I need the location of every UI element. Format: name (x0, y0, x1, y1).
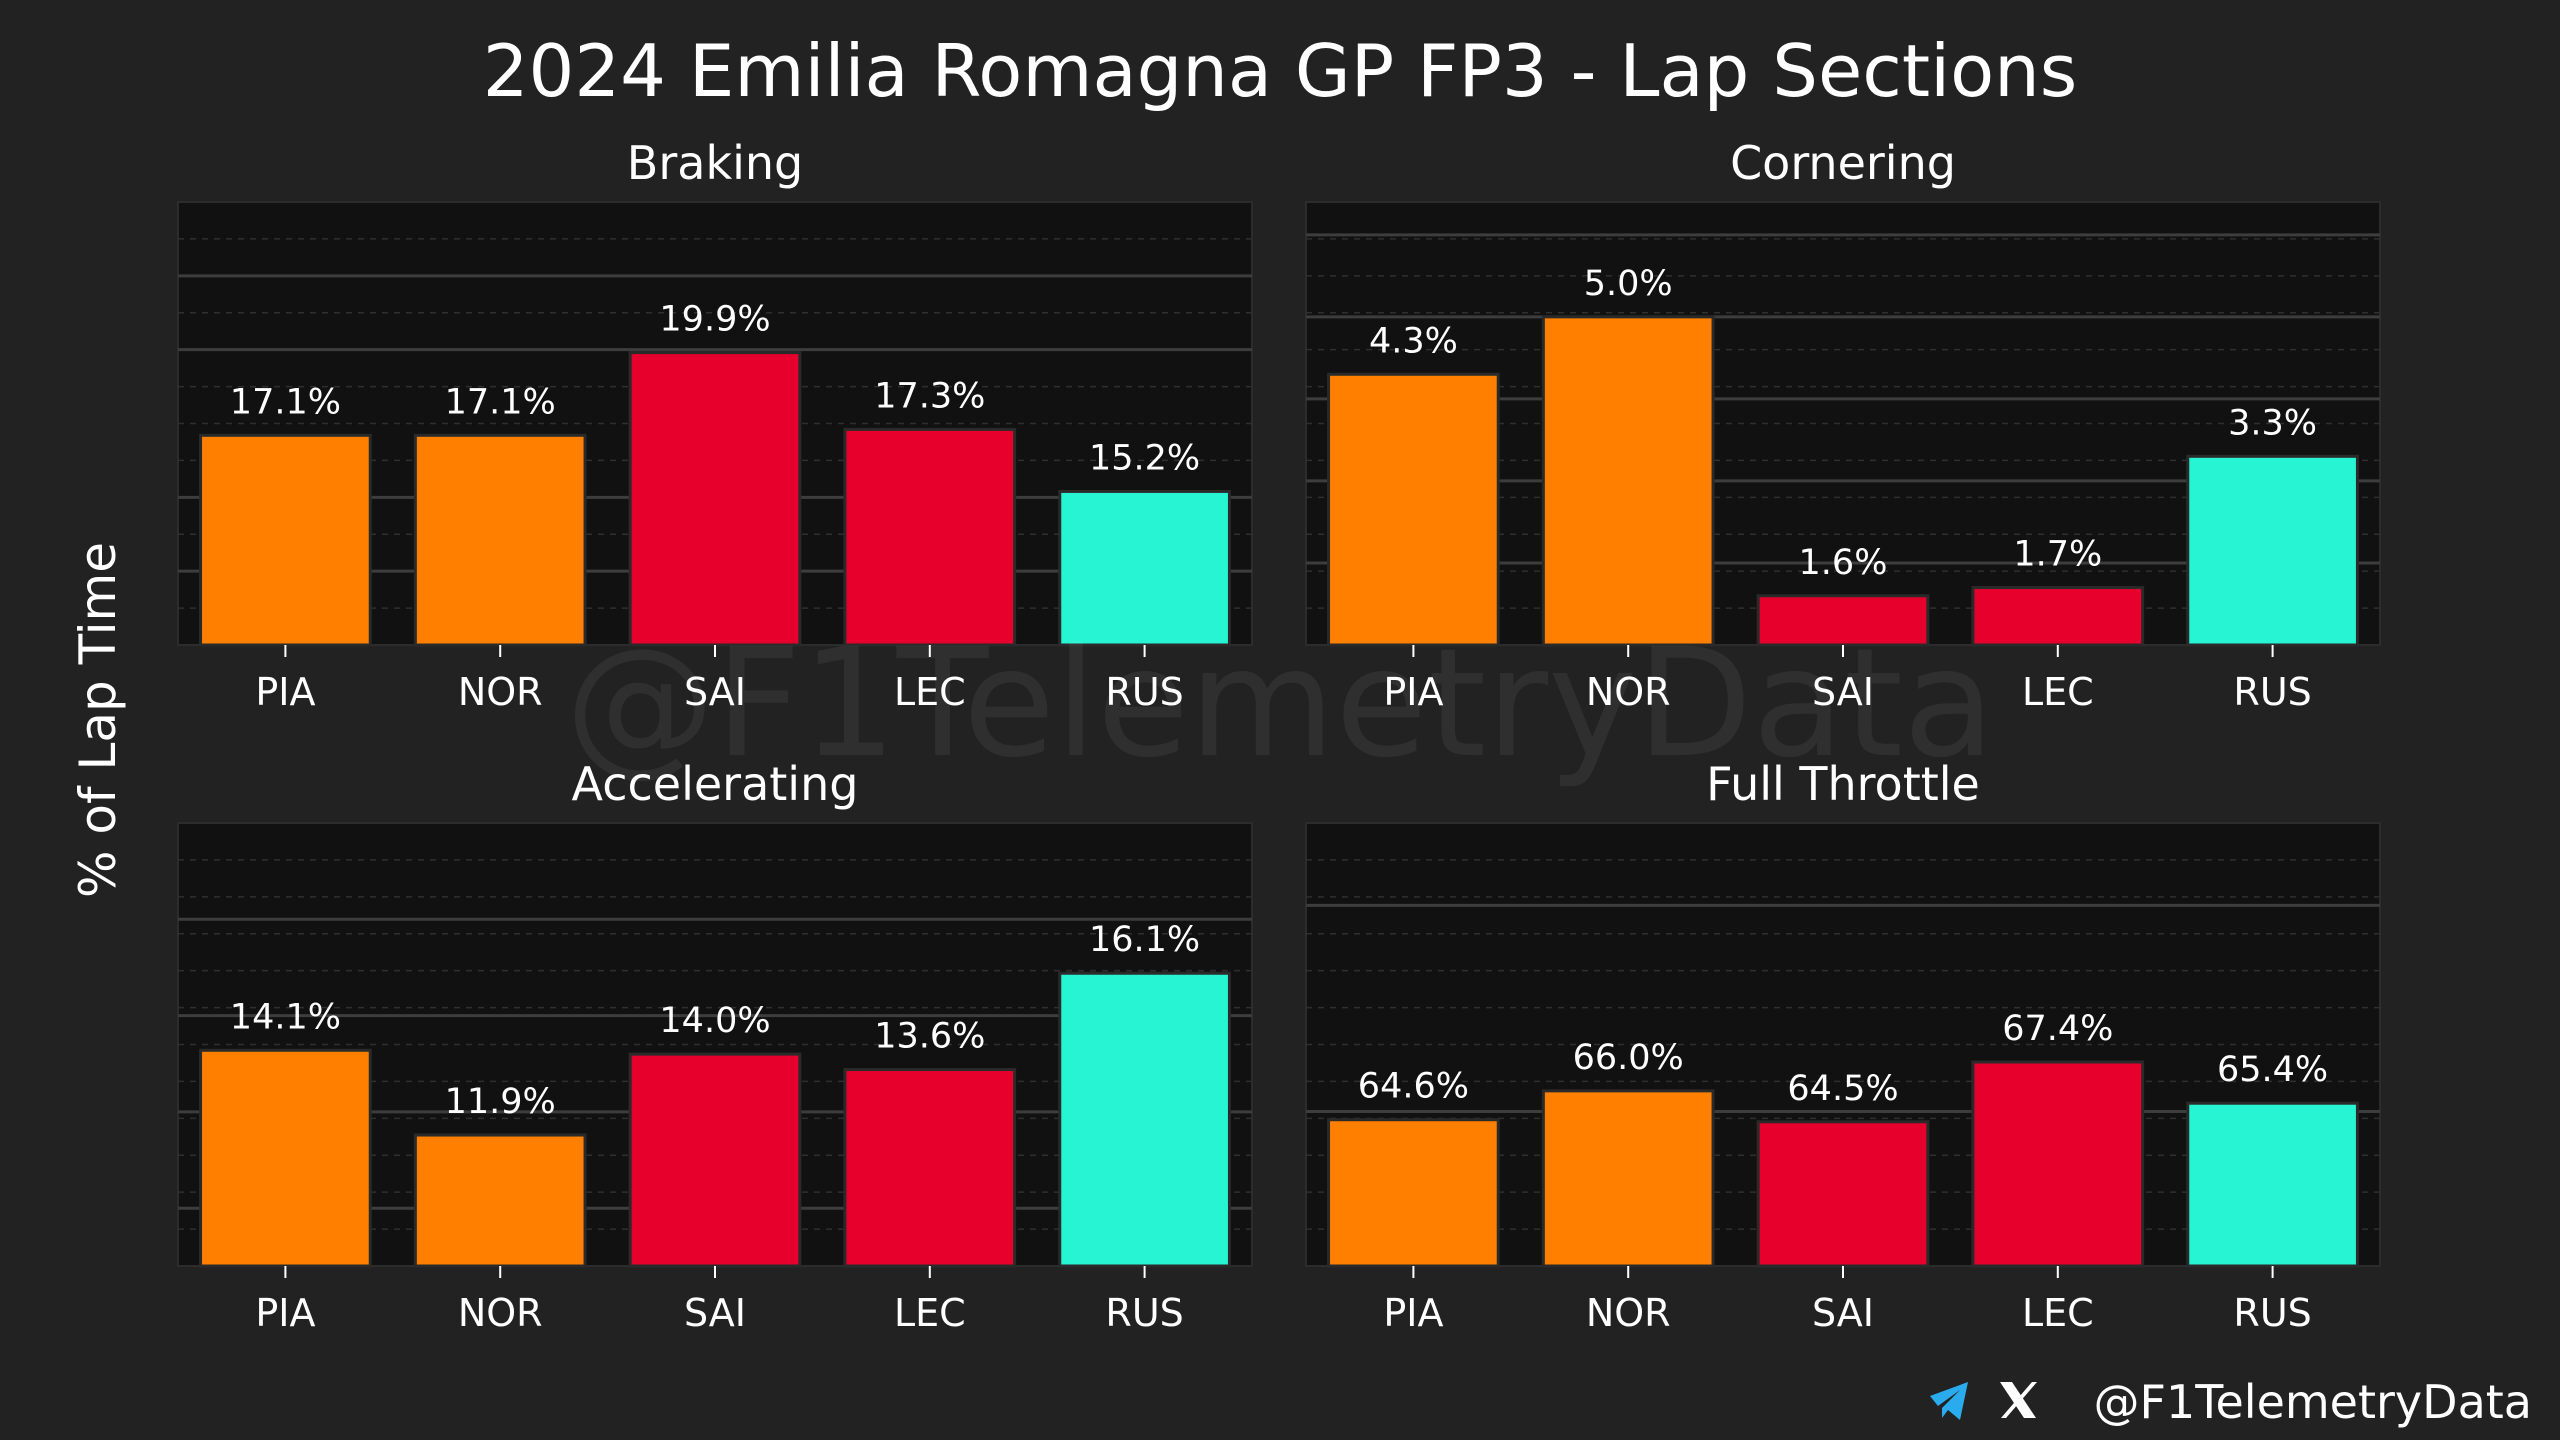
data-label-full-throttle-nor: 66.0% (1573, 1038, 1684, 1078)
data-label-accelerating-rus: 16.1% (1089, 920, 1200, 960)
data-label-accelerating-sai: 14.0% (659, 1001, 770, 1041)
x-tick-label-cornering-lec: LEC (2022, 670, 2094, 714)
x-tick-label-accelerating-pia: PIA (255, 1291, 315, 1335)
data-label-braking-pia: 17.1% (230, 382, 341, 422)
bar-full-throttle-pia (1327, 1118, 1500, 1268)
chart-accelerating: Accelerating 14.1% PIA 11.9% NOR 14.0% SAI 13.6… (177, 757, 1253, 1335)
bar-accelerating-nor (413, 1133, 587, 1268)
bar-cornering-nor (1541, 315, 1715, 647)
data-label-cornering-rus: 3.3% (2228, 403, 2317, 443)
data-label-accelerating-lec: 13.6% (874, 1017, 985, 1057)
bar-accelerating-pia (199, 1048, 372, 1268)
bar-cornering-rus (2186, 454, 2359, 647)
x-tick-label-cornering-rus: RUS (2233, 670, 2311, 714)
bar-full-throttle-sai (1756, 1120, 1930, 1268)
subplot-title-accelerating: Accelerating (572, 757, 859, 811)
x-tick-label-cornering-nor: NOR (1586, 670, 1671, 714)
footer: @F1TelemetryData (1930, 1375, 2532, 1429)
data-label-accelerating-nor: 11.9% (445, 1082, 556, 1122)
x-tick-label-full-throttle-rus: RUS (2233, 1291, 2311, 1335)
x-tick-label-accelerating-lec: LEC (894, 1291, 966, 1335)
x-tick-label-full-throttle-pia: PIA (1383, 1291, 1443, 1335)
bar-full-throttle-nor (1541, 1089, 1715, 1268)
chart-cornering: Cornering 4.3% PIA 5.0% NOR 1.6% SAI 1.7% LEC 3.3… (1305, 136, 2381, 714)
x-tick-label-full-throttle-nor: NOR (1586, 1291, 1671, 1335)
figure-title: 2024 Emilia Romagna GP FP3 - Lap Section… (483, 29, 2078, 113)
bar-braking-sai (628, 351, 802, 647)
chart-full-throttle: Full Throttle 64.6% PIA 66.0% NOR 64.5% SAI 67.… (1305, 757, 2381, 1335)
bar-accelerating-rus (1058, 971, 1231, 1268)
x-tick-label-braking-nor: NOR (458, 670, 543, 714)
data-label-accelerating-pia: 14.1% (230, 997, 341, 1037)
data-label-cornering-pia: 4.3% (1369, 321, 1458, 361)
y-axis-label: % of Lap Time (69, 542, 127, 898)
bar-braking-nor (413, 433, 587, 647)
data-label-braking-rus: 15.2% (1089, 438, 1200, 478)
data-label-cornering-nor: 5.0% (1584, 264, 1673, 304)
telegram-icon (1930, 1382, 1968, 1420)
data-label-full-throttle-lec: 67.4% (2002, 1009, 2113, 1049)
x-tick-label-braking-rus: RUS (1105, 670, 1183, 714)
subplot-grid: Braking 17.1% PIA 17.1% NOR 19.9% SAI 17.3% LEC 1… (177, 136, 2381, 1335)
data-label-cornering-lec: 1.7% (2013, 535, 2102, 575)
bar-cornering-pia (1327, 372, 1500, 647)
x-tick-label-cornering-sai: SAI (1812, 670, 1874, 714)
bar-full-throttle-rus (2186, 1101, 2359, 1268)
subplot-title-cornering: Cornering (1730, 136, 1956, 190)
x-tick-label-full-throttle-sai: SAI (1812, 1291, 1874, 1335)
subplot-title-full-throttle: Full Throttle (1706, 757, 1980, 811)
x-tick-label-accelerating-rus: RUS (1105, 1291, 1183, 1335)
chart-braking: Braking 17.1% PIA 17.1% NOR 19.9% SAI 17.3% LEC 1… (177, 136, 1253, 714)
x-tick-label-braking-sai: SAI (684, 670, 746, 714)
bar-braking-lec (843, 427, 1017, 647)
x-tick-label-braking-pia: PIA (255, 670, 315, 714)
bar-accelerating-sai (628, 1052, 802, 1268)
bar-cornering-sai (1756, 594, 1930, 647)
data-label-full-throttle-sai: 64.5% (1787, 1069, 1898, 1109)
bar-braking-rus (1058, 489, 1231, 647)
bar-cornering-lec (1971, 586, 2145, 647)
subplot-title-braking: Braking (627, 136, 803, 190)
data-label-full-throttle-pia: 64.6% (1358, 1067, 1469, 1107)
data-label-braking-lec: 17.3% (874, 376, 985, 416)
watermark: @F1TelemetryData (565, 617, 1995, 791)
footer-handle: @F1TelemetryData (2093, 1375, 2532, 1429)
data-label-braking-sai: 19.9% (659, 300, 770, 340)
x-icon (2000, 1382, 2037, 1418)
data-label-braking-nor: 17.1% (445, 382, 556, 422)
bar-accelerating-lec (843, 1068, 1017, 1268)
bar-braking-pia (199, 433, 372, 647)
data-label-cornering-sai: 1.6% (1799, 543, 1888, 583)
x-tick-label-cornering-pia: PIA (1383, 670, 1443, 714)
data-label-full-throttle-rus: 65.4% (2217, 1050, 2328, 1090)
x-tick-label-accelerating-sai: SAI (684, 1291, 746, 1335)
x-tick-label-braking-lec: LEC (894, 670, 966, 714)
bar-full-throttle-lec (1971, 1060, 2145, 1268)
x-tick-label-full-throttle-lec: LEC (2022, 1291, 2094, 1335)
x-tick-label-accelerating-nor: NOR (458, 1291, 543, 1335)
